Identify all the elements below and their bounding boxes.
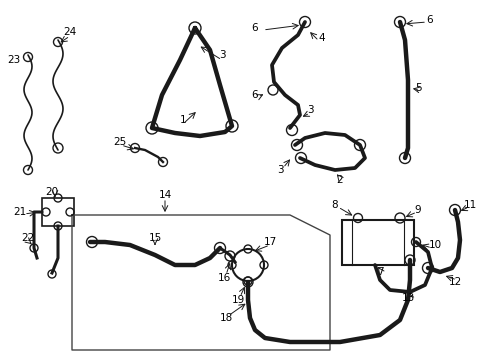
Text: 12: 12: [447, 277, 461, 287]
Text: 4: 4: [318, 33, 325, 43]
Text: 1: 1: [179, 115, 186, 125]
Text: 5: 5: [414, 83, 421, 93]
Text: 14: 14: [158, 190, 171, 200]
Bar: [341, 220, 413, 265]
Text: 24: 24: [63, 27, 77, 37]
Text: 25: 25: [113, 137, 126, 147]
Text: 10: 10: [427, 240, 441, 250]
Text: 6: 6: [251, 23, 258, 33]
Text: 13: 13: [401, 293, 414, 303]
Text: 3: 3: [306, 105, 313, 115]
Text: 17: 17: [263, 237, 276, 247]
Text: 3: 3: [218, 50, 225, 60]
Text: 2: 2: [336, 175, 343, 185]
Text: 11: 11: [463, 200, 476, 210]
Text: 22: 22: [21, 233, 35, 243]
Text: 6: 6: [426, 15, 432, 25]
Text: 21: 21: [13, 207, 26, 217]
Text: 9: 9: [414, 205, 421, 215]
Text: 18: 18: [219, 313, 232, 323]
Text: 6: 6: [251, 90, 258, 100]
Text: 23: 23: [7, 55, 20, 65]
Text: 20: 20: [45, 187, 59, 197]
Text: 16: 16: [217, 273, 230, 283]
Text: 7: 7: [376, 267, 383, 277]
Bar: [42, 198, 74, 226]
Text: 15: 15: [148, 233, 162, 243]
Text: 19: 19: [231, 295, 244, 305]
Text: 8: 8: [331, 200, 338, 210]
Text: 3: 3: [276, 165, 283, 175]
